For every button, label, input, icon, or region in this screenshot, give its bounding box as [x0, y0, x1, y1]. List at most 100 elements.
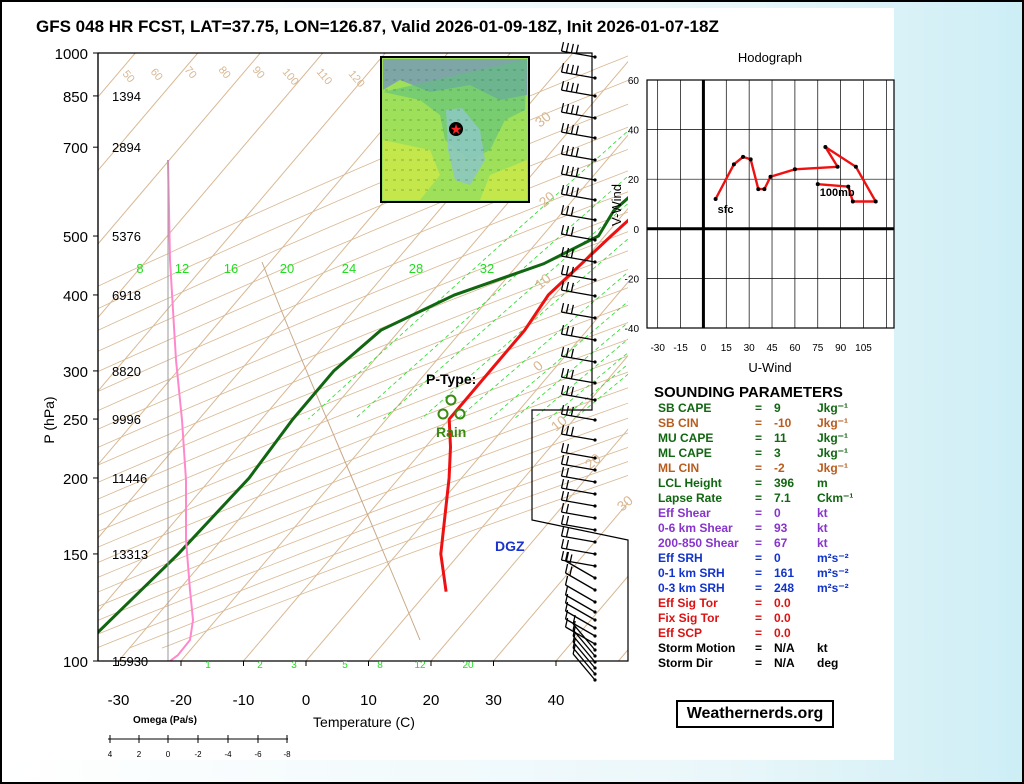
wind-barb [572, 626, 597, 664]
isotherm-label: 30 [614, 492, 636, 514]
hodograph-chart: Hodograph -30 -15 0 15 30 45 60 75 90 105 60 40 20 0 -2… [609, 50, 895, 375]
wind-barb-flag [572, 620, 576, 631]
wind-barb-flag [560, 442, 565, 453]
mixing-ratio-label: 20 [280, 261, 294, 276]
parameter-equals: = [755, 446, 763, 460]
x-tick-label: 30 [485, 692, 502, 709]
height-label: 9996 [112, 412, 141, 427]
wind-barb-flag [565, 81, 570, 92]
x-tick-label: 10 [360, 692, 377, 709]
wind-barb-flag [575, 105, 579, 115]
omega-tick-label: -8 [283, 750, 291, 759]
mixing-ratio-label: 16 [224, 261, 238, 276]
wind-barb-flag [565, 551, 570, 562]
dry-adiabat-line [98, 322, 628, 532]
wind-barb-staff [561, 311, 596, 319]
dry-adiabat-label: 100 [280, 66, 301, 88]
parameters-table: SB CAPE = 9 Jkg⁻¹ SB CIN = -10 Jkg⁻¹ MU CAPE = 11 J… [652, 401, 884, 671]
wind-barb-staff [561, 433, 596, 441]
wind-barb-flag [575, 147, 579, 157]
mixing-ratio-label: 8 [136, 261, 143, 276]
parameter-value: -2 [774, 461, 785, 475]
rain-symbol [445, 394, 457, 406]
wind-barb-flag [572, 614, 576, 625]
rain-symbol [437, 408, 449, 420]
wind-barb-flag [575, 44, 579, 54]
dry-adiabat-label: 50 [120, 68, 137, 85]
wind-barb [560, 538, 597, 556]
rain-symbol [454, 408, 466, 420]
hodograph-x-tick-label: 45 [766, 343, 778, 354]
wind-barb-staff [565, 560, 596, 579]
wind-barb-flag [565, 145, 570, 156]
parameter-unit: Jkg⁻¹ [817, 431, 849, 445]
wind-barb [560, 41, 597, 59]
wind-barb-flag [570, 104, 574, 114]
height-label: 1394 [112, 89, 141, 104]
y-tick-label: 300 [63, 364, 88, 381]
inset-map: ★ [380, 56, 530, 203]
dry-adiabat-label: 90 [250, 64, 267, 81]
parameter-unit: Jkg⁻¹ [817, 401, 849, 415]
parameter-row: MU CAPE = 11 Jkg⁻¹ [652, 431, 884, 446]
wind-barb-flag [560, 346, 565, 357]
hodograph-point [853, 164, 858, 169]
wind-barb [560, 164, 597, 182]
wind-barb [560, 184, 597, 202]
wind-barbs [560, 41, 597, 682]
wind-barb-flag [575, 167, 579, 177]
parameter-unit: m [817, 476, 828, 490]
wind-barb [572, 620, 597, 658]
parameter-equals: = [755, 566, 763, 580]
hodograph-x-tick-label: 90 [835, 343, 847, 354]
parameter-label: 0-3 km SRH [658, 581, 725, 595]
hodograph-point [741, 154, 746, 159]
wind-barb-flag [560, 280, 565, 291]
mixing-ratio-label: 24 [342, 261, 356, 276]
wind-barb-flag [565, 467, 570, 478]
hodograph-end-label: 100mb [820, 187, 855, 199]
parameter-unit: kt [817, 506, 828, 520]
wind-barb-staff [561, 451, 596, 459]
wind-barb [564, 609, 597, 638]
wind-barb [560, 102, 597, 120]
isotherm-label: 20 [582, 450, 604, 472]
wind-barb-flag [560, 538, 565, 549]
y-tick-label: 150 [63, 547, 88, 564]
site-logo[interactable]: Weathernerds.org [676, 700, 834, 728]
x-tick-label: -30 [108, 692, 130, 709]
mixing-ratio-bottom-label: 20 [462, 660, 474, 671]
wind-barb [560, 62, 597, 80]
wind-barb [560, 404, 597, 422]
wind-barb [560, 302, 597, 320]
parameter-value: 93 [774, 521, 788, 535]
sounding-parameters: SOUNDING PARAMETERS SB CAPE = 9 Jkg⁻¹ SB CIN… [652, 384, 884, 671]
wind-barb-staff [561, 71, 596, 79]
isotherm-line [98, 53, 261, 245]
omega-tick-label: 0 [166, 750, 171, 759]
x-axis-label: Temperature (C) [313, 714, 415, 730]
wind-barb-staff [565, 584, 596, 603]
parameter-unit: Jkg⁻¹ [817, 416, 849, 430]
wind-barb-flag [570, 43, 574, 53]
wind-barb-staff [565, 618, 596, 637]
wind-barb-flag [560, 454, 565, 465]
height-label: 8820 [112, 364, 141, 379]
wind-barb-staff [572, 623, 596, 651]
wind-barb [560, 144, 597, 162]
wind-barb-staff [561, 131, 596, 139]
wind-barb-staff [561, 463, 596, 471]
isotherm-label: 20 [536, 188, 558, 210]
wind-barb-flag [560, 478, 565, 489]
parameter-equals: = [755, 506, 763, 520]
mixing-ratio-line [308, 130, 628, 420]
wind-barb-flag [570, 248, 574, 258]
parameter-label: SB CAPE [658, 401, 712, 415]
parameter-equals: = [755, 401, 763, 415]
isotherm-line [368, 354, 628, 661]
wind-barb-flag [570, 406, 574, 416]
omega-label: Omega (Pa/s) [133, 715, 197, 726]
hodograph-x-tick-label: 75 [812, 343, 824, 354]
